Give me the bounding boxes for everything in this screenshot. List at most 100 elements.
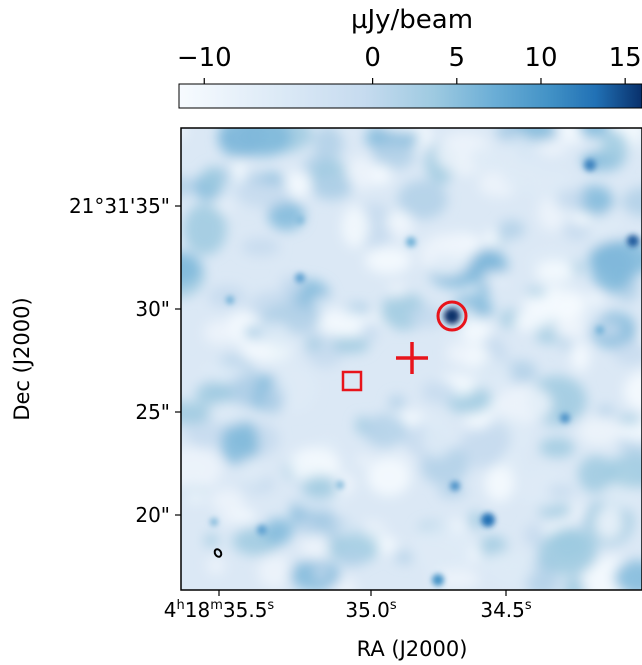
colorbar-tick-label-4: 10 bbox=[524, 43, 557, 73]
noise-blob bbox=[183, 492, 207, 502]
noise-blob bbox=[310, 174, 353, 201]
noise-blob bbox=[206, 556, 226, 575]
beam-ellipse bbox=[213, 548, 223, 558]
bright-source bbox=[226, 296, 234, 304]
noise-blob bbox=[578, 455, 615, 493]
noise-blob bbox=[195, 382, 236, 407]
noise-blob bbox=[421, 380, 457, 404]
noise-blob bbox=[489, 550, 536, 585]
noise-blob bbox=[371, 141, 416, 169]
bright-source bbox=[257, 525, 267, 535]
noise-blob bbox=[460, 315, 491, 344]
noise-blob bbox=[360, 322, 381, 340]
noise-blob bbox=[477, 247, 504, 274]
y-tick-label-2: 30" bbox=[135, 297, 170, 321]
noise-blob bbox=[512, 311, 551, 332]
noise-blob bbox=[571, 211, 593, 226]
noise-blob bbox=[563, 576, 585, 590]
bright-source bbox=[627, 235, 639, 247]
noise-blob bbox=[621, 186, 642, 217]
noise-blob bbox=[468, 511, 484, 530]
colorbar bbox=[178, 83, 642, 109]
noise-blob bbox=[614, 560, 642, 590]
noise-blob bbox=[496, 385, 552, 423]
noise-blob bbox=[208, 401, 248, 426]
noise-blob bbox=[371, 164, 392, 186]
noise-blob bbox=[235, 180, 291, 208]
noise-blob bbox=[578, 128, 610, 140]
bright-source bbox=[444, 308, 460, 324]
noise-blob bbox=[332, 336, 370, 354]
noise-blob bbox=[258, 553, 291, 589]
noise-blob bbox=[578, 416, 622, 446]
bright-source bbox=[432, 574, 444, 586]
noise-blob bbox=[524, 523, 545, 547]
noise-blob bbox=[596, 405, 615, 418]
y-axis-label: Dec (J2000) bbox=[10, 297, 34, 420]
bright-source bbox=[596, 326, 604, 334]
noise-blob bbox=[181, 446, 222, 491]
bright-source bbox=[336, 481, 344, 489]
noise-blob bbox=[288, 447, 341, 484]
noise-blob bbox=[409, 305, 450, 329]
noise-blob bbox=[482, 271, 509, 284]
noise-blob bbox=[550, 321, 583, 336]
colorbar-ticks: −10 0 5 10 15 bbox=[177, 43, 642, 84]
map-frame bbox=[180, 127, 642, 591]
noise-blob bbox=[390, 218, 412, 239]
noise-blob bbox=[334, 473, 356, 496]
noise-blob bbox=[257, 322, 291, 345]
noise-blob bbox=[422, 421, 454, 458]
bright-source bbox=[481, 513, 495, 527]
noise-blob bbox=[181, 401, 212, 425]
noise-blob bbox=[498, 134, 541, 190]
noise-blob bbox=[590, 243, 635, 293]
bright-source bbox=[406, 237, 416, 247]
square-marker bbox=[341, 370, 363, 392]
noise-blob bbox=[230, 158, 249, 183]
noise-blob bbox=[342, 206, 369, 248]
noise-blob bbox=[181, 252, 202, 285]
noise-blob bbox=[547, 484, 575, 498]
noise-blob bbox=[539, 437, 576, 458]
y-tick-label-1: 21°31'35" bbox=[69, 194, 170, 218]
y-tick-label-3: 25" bbox=[135, 400, 170, 424]
noise-blob bbox=[397, 180, 448, 220]
noise-blob bbox=[469, 147, 502, 171]
noise-blob bbox=[605, 454, 642, 488]
noise-blob bbox=[305, 339, 323, 350]
noise-blob bbox=[200, 364, 228, 381]
noise-blob bbox=[561, 337, 572, 352]
colorbar-label: µJy/beam bbox=[351, 5, 473, 35]
noise-blob bbox=[446, 341, 470, 365]
noise-blob bbox=[181, 176, 196, 197]
noise-blob bbox=[355, 455, 373, 466]
noise-blob bbox=[363, 414, 409, 448]
noise-blob bbox=[217, 128, 263, 159]
noise-blob bbox=[365, 247, 411, 274]
noise-blob bbox=[570, 342, 590, 372]
noise-blob bbox=[623, 371, 642, 412]
noise-blob bbox=[267, 200, 305, 231]
noise-blob bbox=[419, 233, 473, 276]
noise-blob bbox=[484, 230, 500, 249]
noise-blob bbox=[409, 524, 475, 572]
noise-blob bbox=[312, 296, 334, 312]
noise-blob bbox=[432, 568, 480, 590]
colorbar-tick-label-1: −10 bbox=[177, 43, 232, 73]
noise-blob bbox=[600, 483, 638, 511]
y-tick-label-4: 20" bbox=[135, 503, 170, 527]
bright-source bbox=[210, 518, 218, 526]
bright-source bbox=[296, 216, 304, 224]
noise-blob bbox=[388, 282, 407, 298]
colorbar-tick-label-3: 5 bbox=[449, 43, 466, 73]
noise-blob bbox=[438, 486, 467, 498]
noise-blob bbox=[484, 465, 515, 502]
noise-blob bbox=[231, 434, 249, 447]
noise-blob bbox=[530, 138, 567, 157]
map-image bbox=[181, 128, 642, 590]
circle-marker bbox=[436, 300, 468, 332]
noise-blob bbox=[338, 549, 365, 567]
axis-ticks bbox=[175, 205, 507, 596]
